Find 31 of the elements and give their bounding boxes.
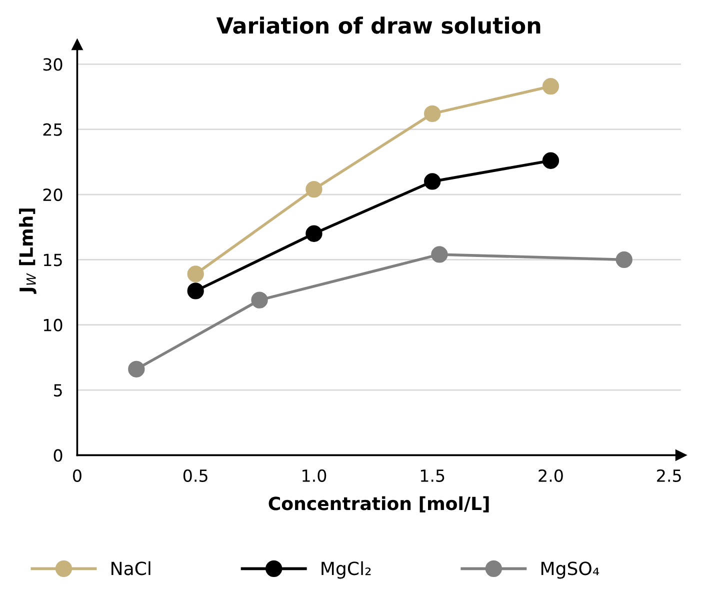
y-tick-label: 20 [43, 188, 62, 202]
x-tick-label: 2.5 [657, 469, 681, 482]
point [306, 180, 322, 198]
y-tick-label: 25 [43, 123, 62, 136]
point [187, 266, 204, 282]
legend-label: MgSO₄ [541, 562, 600, 579]
y-tick-label: 0 [54, 449, 62, 462]
point [424, 173, 441, 190]
legend-label: MgCl₂ [322, 561, 371, 579]
x-tick-label: 0 [73, 469, 82, 482]
point [128, 360, 145, 378]
x-tick-label: 0.5 [183, 469, 208, 482]
point [187, 282, 204, 300]
y-axis-title: J$_{W}$ [Lmh] [19, 208, 36, 294]
y-tick-label: 30 [43, 58, 62, 71]
x-tick-label: 1.5 [420, 470, 444, 482]
x-tick-label: 1.0 [302, 469, 326, 482]
point [431, 246, 448, 263]
point [616, 251, 632, 268]
point [306, 225, 322, 242]
x-tick-label: 2.0 [538, 469, 563, 482]
chart-title: Variation of draw solution [216, 16, 540, 34]
y-tick-label: 5 [54, 384, 62, 397]
y-tick-label: 15 [44, 254, 62, 266]
point [542, 152, 560, 169]
point [424, 105, 441, 122]
point [251, 292, 268, 308]
point [542, 78, 560, 95]
legend-label: NaCl [112, 561, 150, 576]
x-axis-title: Concentration [mol/L] [268, 496, 489, 512]
y-tick-label: 10 [44, 318, 62, 332]
